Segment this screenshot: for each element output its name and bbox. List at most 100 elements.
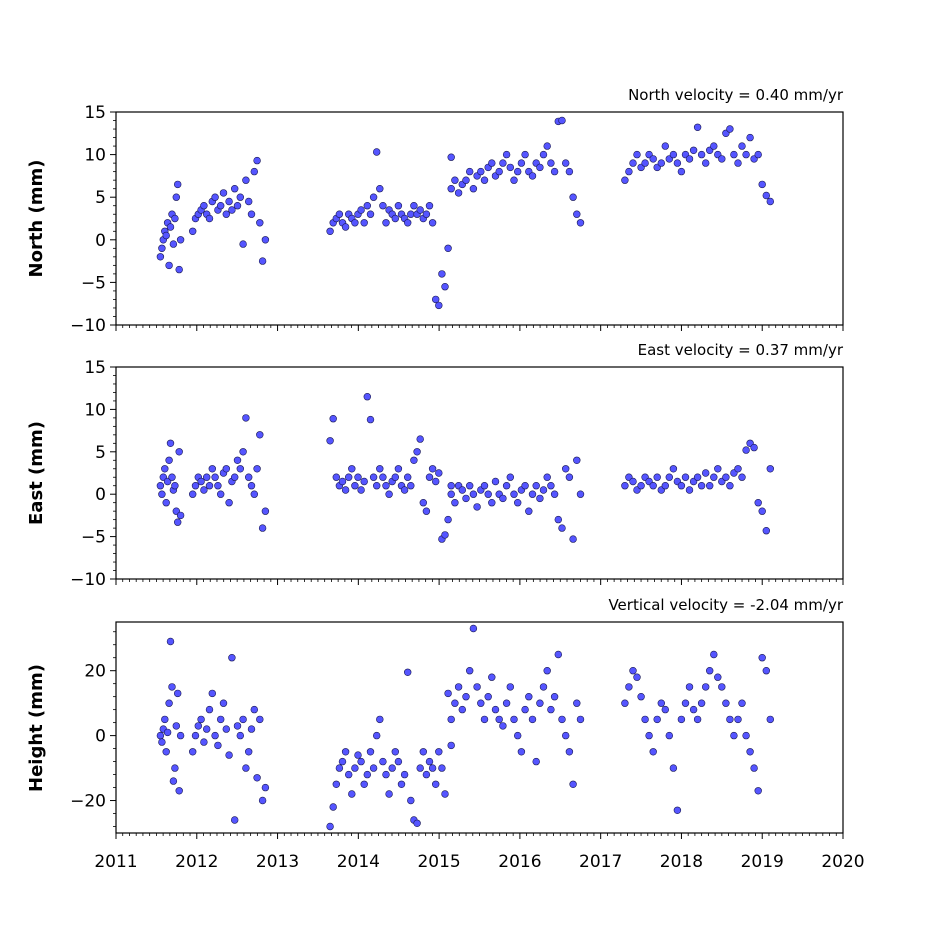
data-point bbox=[633, 673, 641, 681]
data-point bbox=[428, 219, 437, 227]
data-point bbox=[156, 482, 165, 490]
x-tick-label: 2012 bbox=[175, 852, 218, 872]
data-point bbox=[565, 473, 574, 481]
data-point bbox=[326, 437, 334, 445]
data-point bbox=[419, 748, 427, 756]
data-point bbox=[373, 731, 381, 740]
data-point bbox=[576, 490, 585, 498]
data-point bbox=[214, 482, 222, 490]
data-point bbox=[162, 499, 170, 507]
data-point bbox=[394, 202, 403, 210]
vertical-velocity-annotation: Vertical velocity = -2.04 mm/yr bbox=[608, 596, 843, 614]
data-point bbox=[539, 486, 548, 494]
data-point bbox=[351, 764, 359, 772]
data-point bbox=[163, 728, 172, 737]
data-point bbox=[517, 159, 526, 167]
data-point bbox=[366, 748, 375, 756]
data-point bbox=[432, 295, 440, 304]
data-point bbox=[231, 185, 239, 193]
data-point bbox=[326, 822, 334, 831]
data-point bbox=[502, 699, 511, 707]
data-point bbox=[491, 705, 500, 714]
data-point bbox=[341, 223, 350, 231]
data-point bbox=[569, 193, 577, 201]
data-point bbox=[166, 223, 175, 231]
data-point bbox=[391, 473, 399, 481]
data-point bbox=[701, 469, 710, 477]
data-point bbox=[239, 240, 247, 248]
data-point bbox=[689, 146, 698, 155]
data-point bbox=[466, 666, 474, 675]
data-point bbox=[205, 705, 214, 714]
data-point bbox=[477, 167, 485, 176]
data-point bbox=[404, 473, 412, 481]
data-point bbox=[444, 689, 452, 698]
data-point bbox=[258, 524, 267, 532]
data-point bbox=[156, 253, 165, 261]
data-point bbox=[400, 486, 409, 494]
data-point bbox=[491, 477, 500, 486]
data-point bbox=[258, 257, 267, 265]
data-point bbox=[762, 526, 770, 535]
data-point bbox=[242, 176, 250, 184]
data-point bbox=[547, 482, 555, 490]
data-point bbox=[156, 731, 165, 740]
data-point bbox=[242, 764, 250, 772]
data-point bbox=[621, 482, 629, 490]
data-point bbox=[521, 705, 529, 714]
data-point bbox=[697, 482, 706, 490]
data-point bbox=[521, 482, 529, 490]
data-point bbox=[239, 715, 247, 724]
east-ylabel: East (mm) bbox=[26, 421, 47, 525]
data-point bbox=[369, 473, 378, 481]
data-point bbox=[714, 465, 722, 473]
data-point bbox=[357, 206, 365, 214]
data-point bbox=[203, 725, 211, 733]
data-point bbox=[217, 715, 225, 724]
x-tick-label: 2013 bbox=[256, 852, 299, 872]
data-point bbox=[435, 301, 443, 310]
data-point bbox=[447, 490, 455, 498]
data-point bbox=[369, 764, 378, 772]
data-point bbox=[726, 482, 734, 490]
data-point bbox=[332, 780, 340, 788]
data-point bbox=[565, 748, 574, 756]
data-point bbox=[385, 790, 393, 798]
data-point bbox=[502, 482, 511, 490]
data-point bbox=[462, 494, 470, 503]
data-point bbox=[621, 176, 629, 184]
data-point bbox=[473, 683, 481, 691]
data-point bbox=[428, 764, 437, 772]
data-point bbox=[506, 473, 514, 481]
data-point bbox=[348, 790, 356, 798]
data-point bbox=[742, 150, 750, 159]
data-point bbox=[335, 764, 344, 772]
north-panel: North velocity = 0.40 mm/yr North (mm) −… bbox=[26, 86, 844, 336]
data-point bbox=[422, 770, 431, 779]
data-point bbox=[766, 715, 774, 724]
data-point bbox=[561, 731, 570, 740]
north-velocity-annotation: North velocity = 0.40 mm/yr bbox=[628, 86, 844, 104]
y-tick-label: 5 bbox=[95, 188, 106, 208]
data-point bbox=[710, 142, 718, 150]
data-point bbox=[233, 456, 242, 464]
data-point bbox=[495, 715, 503, 724]
data-point bbox=[517, 748, 526, 756]
north-ylabel: North (mm) bbox=[26, 160, 47, 278]
data-point bbox=[217, 202, 225, 210]
data-point bbox=[685, 486, 694, 494]
data-point bbox=[653, 473, 661, 481]
data-point bbox=[176, 731, 185, 740]
data-point bbox=[217, 490, 225, 498]
data-point bbox=[225, 197, 233, 206]
data-point bbox=[236, 731, 245, 740]
height-scatter-points bbox=[156, 624, 774, 831]
data-point bbox=[532, 757, 540, 766]
data-point bbox=[499, 159, 507, 167]
data-point bbox=[172, 193, 181, 201]
data-point bbox=[657, 159, 665, 167]
data-point bbox=[742, 446, 750, 454]
data-point bbox=[239, 448, 247, 456]
data-point bbox=[422, 507, 431, 515]
data-point bbox=[447, 153, 455, 161]
